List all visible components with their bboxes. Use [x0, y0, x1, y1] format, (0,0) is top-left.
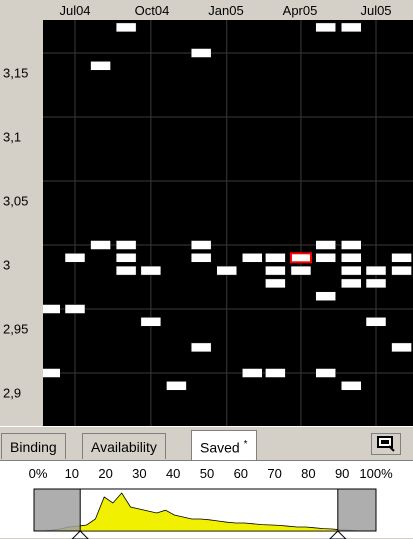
value-tick-label: 3,1 — [3, 129, 22, 145]
range-histogram[interactable] — [0, 481, 413, 539]
value-tick-label: 3,05 — [3, 193, 29, 209]
data-point[interactable] — [90, 61, 111, 71]
data-point[interactable] — [341, 253, 362, 263]
range-mask-right — [337, 488, 377, 532]
data-point[interactable] — [391, 342, 412, 353]
range-handle-high[interactable] — [329, 530, 347, 539]
data-point[interactable] — [64, 304, 86, 314]
percent-tick-label: 50 — [199, 466, 215, 481]
data-point[interactable] — [265, 368, 286, 378]
data-point[interactable] — [190, 48, 212, 58]
data-point[interactable] — [115, 253, 137, 263]
percent-tick-label: 100% — [359, 466, 393, 481]
value-tick-label: 2,95 — [3, 321, 29, 337]
data-point[interactable] — [166, 381, 187, 391]
data-point[interactable] — [341, 240, 362, 250]
data-point[interactable] — [115, 240, 137, 250]
data-point[interactable] — [315, 22, 336, 33]
date-tick-label: Oct04 — [134, 3, 170, 18]
data-point[interactable] — [265, 278, 286, 289]
data-point[interactable] — [391, 265, 412, 276]
data-point-selected[interactable] — [289, 252, 312, 264]
data-point[interactable] — [315, 291, 336, 301]
data-point[interactable] — [365, 278, 387, 289]
percent-tick-label: 60 — [233, 466, 249, 481]
data-point[interactable] — [43, 304, 61, 314]
data-point[interactable] — [115, 265, 137, 276]
percent-tick-label: 30 — [132, 466, 147, 481]
data-point[interactable] — [190, 342, 212, 353]
tab-saved[interactable]: Saved * — [191, 430, 257, 461]
data-point[interactable] — [341, 278, 362, 289]
data-point[interactable] — [265, 265, 286, 276]
percent-tick-label: 80 — [301, 466, 316, 481]
date-tick-label: Apr05 — [282, 3, 318, 18]
data-point[interactable] — [216, 265, 237, 276]
data-point[interactable] — [242, 253, 263, 263]
select-tool-button[interactable] — [371, 433, 401, 455]
value-tick-label: 2,9 — [3, 385, 22, 401]
data-point[interactable] — [265, 253, 286, 263]
data-point[interactable] — [315, 368, 336, 378]
percent-tick-label: 10 — [64, 466, 80, 481]
tab-strip: Binding Availability Saved * — [0, 426, 413, 461]
date-axis: Jul04 Oct04 Jan05 Apr05 Jul05 — [0, 0, 413, 20]
range-handle-low[interactable] — [71, 530, 89, 539]
data-point[interactable] — [190, 240, 212, 250]
date-tick-label: Jan05 — [208, 3, 244, 18]
data-point[interactable] — [242, 368, 263, 378]
data-point[interactable] — [64, 253, 86, 263]
data-point[interactable] — [341, 22, 362, 33]
percent-tick-label: 90 — [334, 466, 350, 481]
data-point[interactable] — [115, 22, 137, 33]
percent-tick-label: 0% — [28, 466, 48, 481]
range-histogram-panel: 0% 10 20 30 40 50 60 70 80 90 100% — [0, 460, 413, 539]
select-tool-icon — [377, 436, 395, 452]
data-point[interactable] — [290, 265, 312, 276]
data-point[interactable] — [315, 240, 336, 250]
data-point[interactable] — [43, 368, 61, 378]
scatter-plot-area[interactable] — [43, 20, 413, 426]
date-tick-label: Jul05 — [360, 3, 392, 18]
tab-saved-label: Saved — [200, 439, 240, 456]
unsaved-marker: * — [243, 439, 248, 450]
data-point[interactable] — [140, 265, 162, 276]
data-point[interactable] — [190, 253, 212, 263]
percent-tick-label: 70 — [267, 466, 282, 481]
data-point[interactable] — [90, 240, 111, 250]
data-point[interactable] — [365, 265, 387, 276]
data-point[interactable] — [140, 317, 162, 327]
value-tick-label: 3,15 — [3, 65, 29, 81]
percent-tick-label: 20 — [98, 466, 113, 481]
data-point[interactable] — [341, 265, 362, 276]
data-point[interactable] — [365, 317, 387, 327]
percent-tick-label: 40 — [165, 466, 181, 481]
data-point[interactable] — [315, 253, 336, 263]
data-point[interactable] — [341, 381, 362, 391]
histogram-area — [34, 492, 376, 532]
tab-binding[interactable]: Binding — [1, 433, 66, 459]
range-mask-left — [33, 488, 81, 532]
data-point[interactable] — [391, 253, 412, 263]
value-tick-label: 3 — [3, 257, 11, 273]
tab-availability[interactable]: Availability — [82, 433, 166, 459]
scatter-plot[interactable] — [43, 20, 413, 426]
date-tick-label: Jul04 — [59, 3, 91, 18]
value-axis: 3,15 3,1 3,05 3 2,95 2,9 — [0, 20, 43, 426]
